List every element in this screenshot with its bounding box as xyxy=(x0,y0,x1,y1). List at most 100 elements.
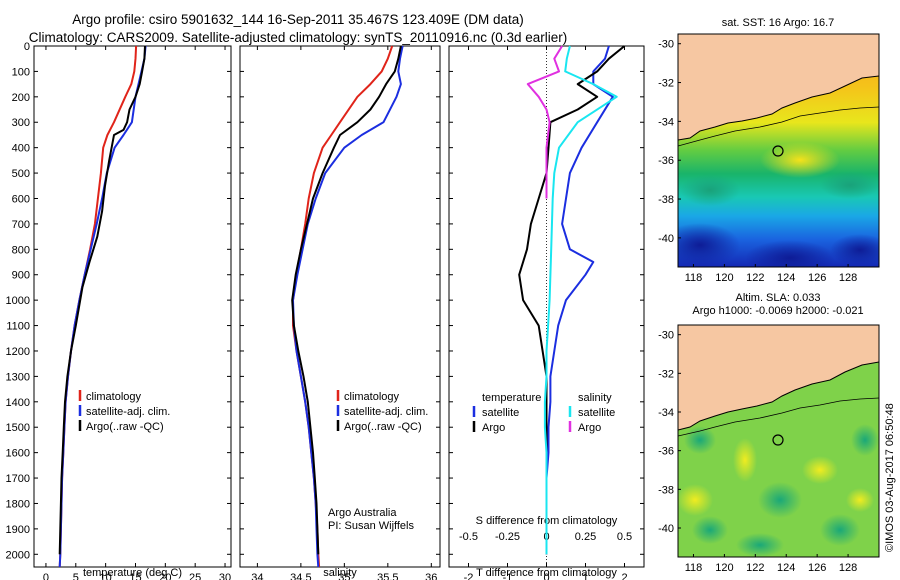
map-y-tick-label: -32 xyxy=(658,78,674,90)
map-y-tick-label: -38 xyxy=(658,194,674,206)
legend-label: satellite xyxy=(578,407,615,419)
x-tick-label: 0 xyxy=(543,572,549,580)
x-tick-label: 0 xyxy=(43,572,49,580)
map-y-tick-label: -40 xyxy=(658,523,674,535)
legend-label: climatology xyxy=(86,391,142,403)
x-tick-label: 35.5 xyxy=(377,572,398,580)
x-tick-label: 1 xyxy=(582,572,588,580)
y-tick-label: 600 xyxy=(12,193,30,205)
argo-location-marker xyxy=(772,145,784,157)
legend-label: satellite-adj. clim. xyxy=(344,406,428,418)
x-tick-label: 30 xyxy=(219,572,231,580)
legend-group-title: temperature xyxy=(482,392,541,404)
map-x-tick-label: 124 xyxy=(777,562,795,574)
y-tick-label: 1900 xyxy=(6,524,30,536)
y-tick-label: 800 xyxy=(12,244,30,256)
series-line-argo xyxy=(526,45,563,199)
y-tick-label: 1700 xyxy=(6,473,30,485)
legend-label: Argo(..raw -QC) xyxy=(344,421,422,433)
land-area-sla xyxy=(678,325,879,430)
top-x-tick-label: 0.25 xyxy=(575,531,596,543)
x-tick-label: 15 xyxy=(129,572,141,580)
map-x-tick-label: 120 xyxy=(715,562,733,574)
series-line-argo-raw-qc- xyxy=(291,45,402,555)
map-x-tick-label: 122 xyxy=(746,272,764,284)
series-line-satellite xyxy=(545,45,614,555)
map-x-tick-label: 120 xyxy=(715,272,733,284)
y-tick-label: 1100 xyxy=(6,321,30,333)
y-tick-label: 500 xyxy=(12,168,30,180)
y-tick-label: 700 xyxy=(12,219,30,231)
map-y-tick-label: -36 xyxy=(658,155,674,167)
legend-label: satellite xyxy=(482,407,519,419)
map-x-tick-label: 124 xyxy=(777,272,795,284)
y-tick-label: 200 xyxy=(12,92,30,104)
y-tick-label: 2000 xyxy=(6,549,30,561)
series-line-satellite xyxy=(543,45,618,555)
y-tick-label: 300 xyxy=(12,117,30,129)
y-tick-label: 100 xyxy=(12,66,30,78)
plot-frame xyxy=(33,45,232,568)
x-tick-label: 34 xyxy=(251,572,263,580)
x-tick-label: -1 xyxy=(503,572,513,580)
map-x-tick-label: 118 xyxy=(685,272,703,284)
map-x-tick-label: 126 xyxy=(808,272,826,284)
sla-map-subtitle: Argo h1000: -0.0069 h2000: -0.021 xyxy=(692,305,863,317)
salinity-panel: 34 34.5 35 35.5 36 salinity climatology satelli… xyxy=(239,45,441,580)
map-x-tick-label: 128 xyxy=(839,272,857,284)
annotation-label: Argo Australia xyxy=(328,507,397,519)
sla-map-title: Altim. SLA: 0.033 xyxy=(736,292,821,304)
y-tick-label: 1200 xyxy=(6,346,30,358)
x-tick-label: 35 xyxy=(338,572,350,580)
map-y-tick-label: -34 xyxy=(658,407,674,419)
top-x-tick-label: 0.5 xyxy=(617,531,632,543)
y-tick-label: 400 xyxy=(12,143,30,155)
y-tick-label: 1000 xyxy=(6,295,30,307)
legend-label: Argo(..raw -QC) xyxy=(86,421,164,433)
y-tick-label: 900 xyxy=(12,270,30,282)
legend-label: satellite-adj. clim. xyxy=(86,406,170,418)
x-tick-label: 25 xyxy=(189,572,201,580)
map-y-tick-label: -30 xyxy=(658,330,674,342)
map-y-tick-label: -40 xyxy=(658,233,674,245)
map-x-tick-label: 122 xyxy=(746,562,764,574)
temperature-panel: 0 5 10 15 20 25 300100200300400500600700800900… xyxy=(6,41,232,580)
map-x-tick-label: 126 xyxy=(808,562,826,574)
x-tick-label: 2 xyxy=(621,572,627,580)
legend-group-title: salinity xyxy=(578,392,612,404)
x-tick-label: 34.5 xyxy=(290,572,311,580)
sst-map-title: sat. SST: 16 Argo: 16.7 xyxy=(722,17,835,29)
credit-label: ©IMOS 03-Aug-2017 06:50:48 xyxy=(884,403,896,552)
map-x-tick-label: 118 xyxy=(685,562,703,574)
plot-frame xyxy=(239,45,441,568)
land-area xyxy=(678,34,879,140)
sla-map: Altim. SLA: 0.033 Argo h1000: -0.0069 h2… xyxy=(658,292,880,574)
map-x-tick-label: 128 xyxy=(839,562,857,574)
map-y-tick-label: -30 xyxy=(658,39,674,51)
annotation-label: PI: Susan Wijffels xyxy=(328,520,414,532)
map-y-tick-label: -32 xyxy=(658,368,674,380)
sst-map: sat. SST: 16 Argo: 16.7 118 120 122 124 126 1… xyxy=(658,17,880,284)
legend-label: Argo xyxy=(482,422,505,434)
legend-label: climatology xyxy=(344,391,400,403)
top-x-tick-label: -0.5 xyxy=(459,531,478,543)
y-tick-label: 1600 xyxy=(6,448,30,460)
top-x-tick-label: -0.25 xyxy=(495,531,520,543)
map-y-tick-label: -36 xyxy=(658,446,674,458)
figure-title-line-1: Argo profile: csiro 5901632_144 16-Sep-2… xyxy=(72,12,524,27)
map-y-tick-label: -38 xyxy=(658,484,674,496)
argo-location-marker-sla xyxy=(772,434,784,446)
x-tick-label: 10 xyxy=(100,572,112,580)
x-tick-label: 20 xyxy=(159,572,171,580)
x-tick-label: 5 xyxy=(73,572,79,580)
map-y-tick-label: -34 xyxy=(658,116,674,128)
y-tick-label: 0 xyxy=(24,41,30,53)
y-tick-label: 1300 xyxy=(6,371,30,383)
x-axis-label: salinity xyxy=(323,567,357,579)
x-axis-label: temperature (deg C) xyxy=(83,567,182,579)
figure-title-line-2: Climatology: CARS2009. Satellite-adjuste… xyxy=(28,30,568,45)
y-tick-label: 1500 xyxy=(6,422,30,434)
x-axis-label: T difference from climatology xyxy=(476,567,617,579)
series-line-argo xyxy=(518,45,626,555)
